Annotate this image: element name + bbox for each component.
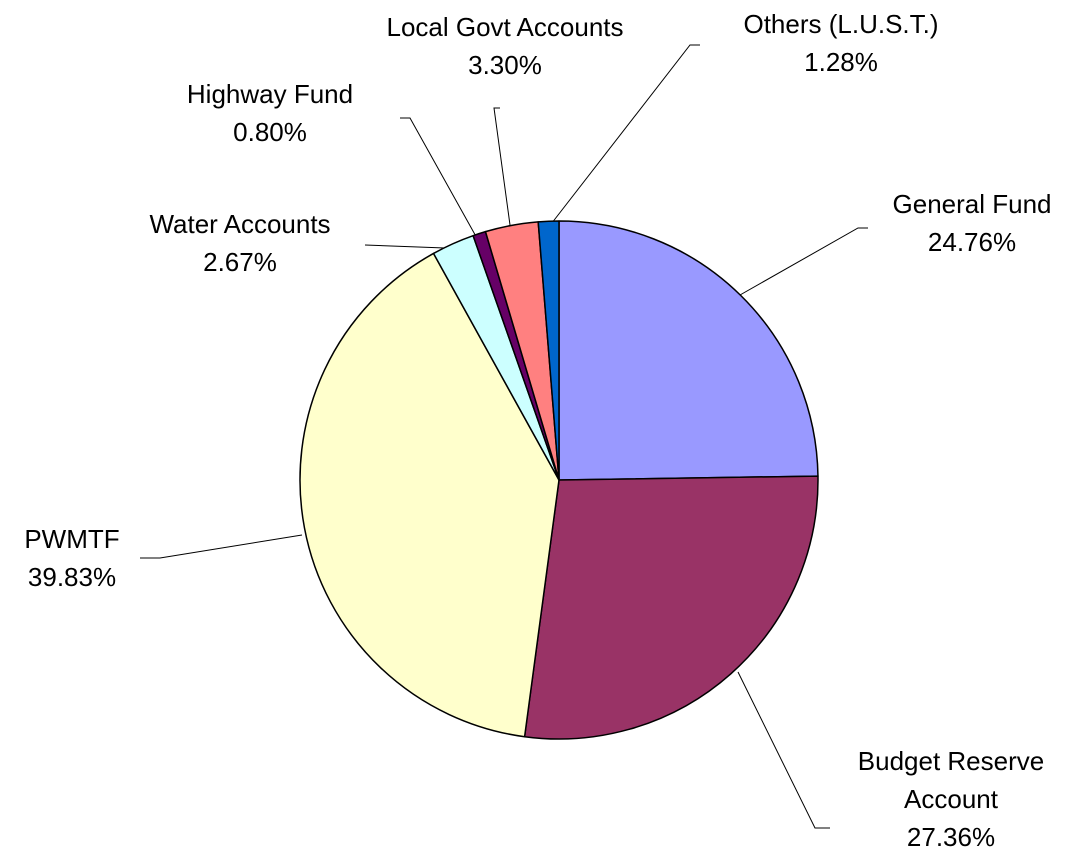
value-label: 39.83% — [27, 562, 117, 592]
leader-line — [547, 44, 700, 229]
category-label: Others (L.U.S.T.) — [743, 9, 939, 39]
leader-line — [364, 244, 446, 249]
pie-slice — [523, 475, 819, 740]
category-label: Highway Fund — [186, 79, 354, 109]
category-label: General Fund — [892, 189, 1052, 219]
leader-line — [737, 671, 830, 829]
slice-label: Local Govt Accounts 3.30% — [386, 8, 623, 84]
category-label: Budget Reserve Account — [857, 746, 1045, 814]
pie-slice — [299, 252, 560, 738]
leader-lines — [140, 44, 868, 829]
value-label: 3.30% — [468, 50, 542, 80]
pie-slice — [558, 220, 819, 481]
value-label: 1.28% — [804, 47, 878, 77]
category-label: Local Govt Accounts — [386, 12, 624, 42]
leader-line — [400, 117, 479, 241]
leader-line — [739, 227, 868, 296]
leader-line — [493, 107, 511, 226]
value-label: 27.36% — [906, 822, 996, 852]
value-label: 0.80% — [233, 117, 307, 147]
category-label: PWMTF — [24, 524, 120, 554]
slice-label: Others (L.U.S.T.) 1.28% — [743, 5, 938, 81]
category-label: Water Accounts — [149, 209, 331, 239]
slice-label: Highway Fund 0.80% — [187, 75, 353, 151]
pie-slice — [537, 220, 560, 481]
slice-label: Water Accounts 2.67% — [149, 205, 330, 281]
value-label: 2.67% — [203, 247, 277, 277]
slice-label: PWMTF 39.83% — [24, 520, 119, 596]
value-label: 24.76% — [927, 227, 1017, 257]
slice-label: Budget Reserve Account 27.36% — [836, 742, 1066, 856]
slice-label: General Fund 24.76% — [893, 185, 1052, 261]
leader-line — [140, 534, 303, 559]
